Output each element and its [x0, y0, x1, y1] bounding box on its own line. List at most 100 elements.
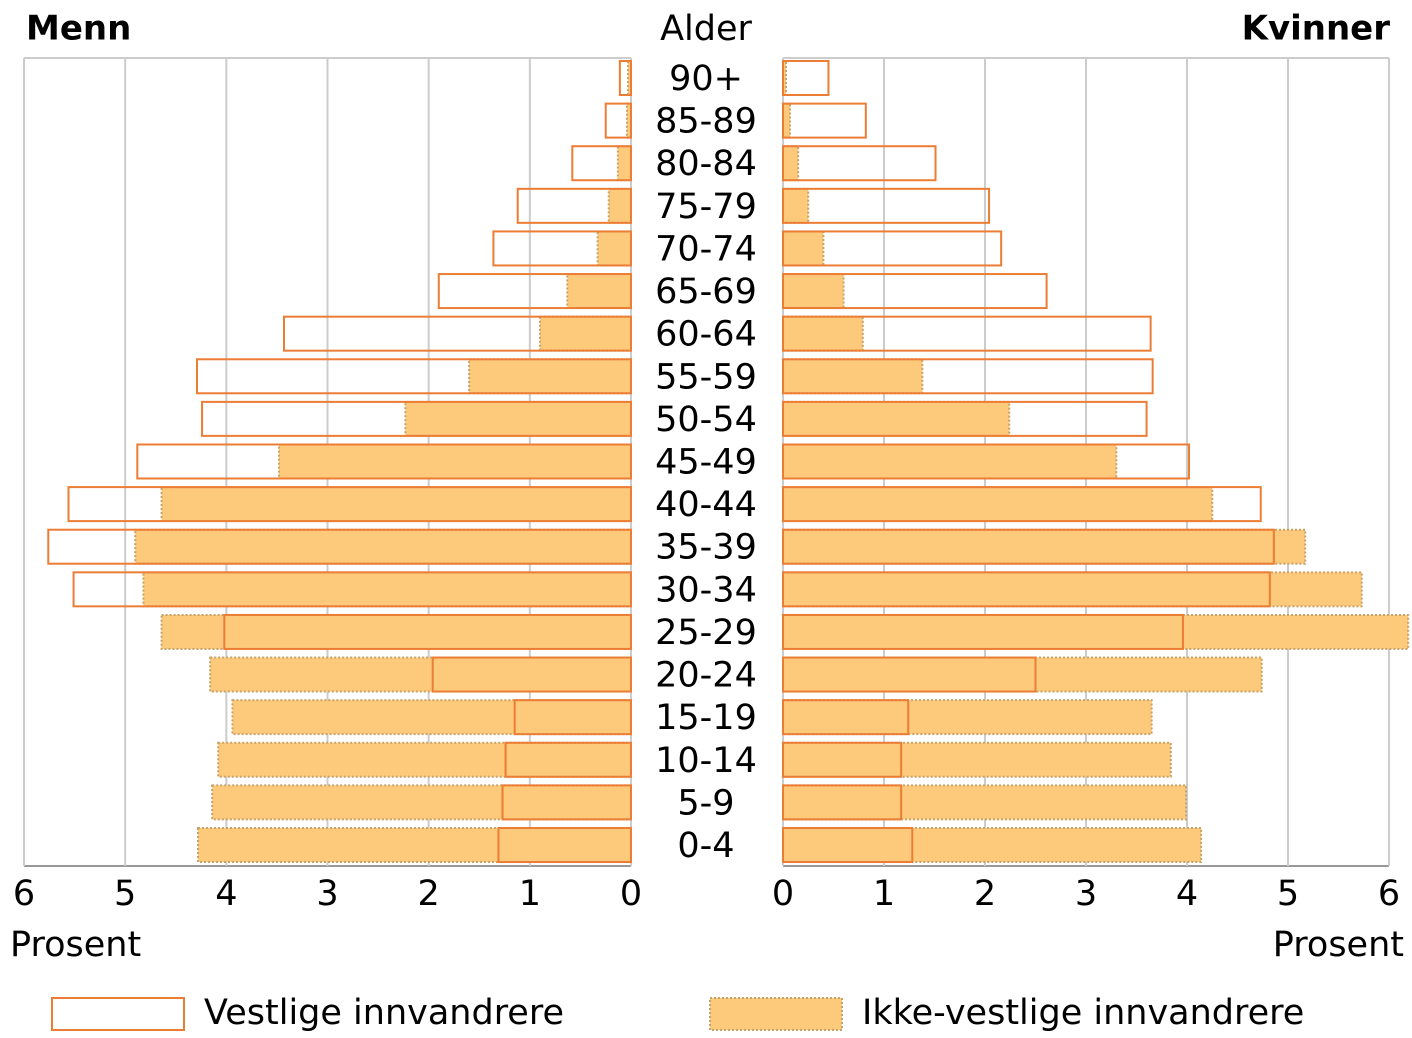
- category-label: Alder: [660, 9, 752, 49]
- bar: [616, 145, 632, 182]
- bar: [782, 741, 903, 778]
- category-label: 45-49: [655, 443, 757, 483]
- category-label: 90+: [669, 59, 743, 99]
- bar: [497, 827, 633, 863]
- bar: [223, 613, 632, 650]
- bar: [501, 784, 633, 821]
- category-label: 0-4: [677, 826, 734, 866]
- x-label: Prosent: [1273, 925, 1404, 965]
- category-label: 65-69: [655, 272, 757, 312]
- bar: [468, 358, 632, 395]
- bar: [231, 699, 633, 736]
- bar: [782, 315, 864, 352]
- x-tick-label: 1: [519, 874, 541, 914]
- category-label: 85-89: [655, 102, 757, 142]
- bar: [782, 315, 1152, 352]
- category-label: 55-59: [655, 357, 757, 397]
- bar: [782, 400, 1011, 437]
- bar: [72, 571, 633, 608]
- bar: [142, 571, 632, 608]
- bar: [782, 60, 830, 96]
- bar: [782, 230, 825, 267]
- bar: [782, 273, 1048, 310]
- category-label: 30-34: [655, 570, 757, 610]
- bar: [492, 230, 632, 267]
- category-label: 10-14: [655, 741, 757, 781]
- bar: [782, 230, 1003, 267]
- bar: [516, 187, 633, 224]
- x-tick-label: 5: [1277, 874, 1299, 914]
- bar: [782, 358, 924, 395]
- bar: [504, 741, 633, 778]
- x-tick-label: 4: [1176, 874, 1198, 914]
- bar: [782, 528, 1275, 565]
- category-label: 40-44: [655, 485, 757, 525]
- bar: [217, 741, 633, 778]
- bar: [195, 358, 632, 395]
- bar: [782, 656, 1037, 693]
- category-label: 60-64: [655, 315, 757, 355]
- bar: [134, 528, 633, 565]
- bar: [160, 613, 632, 650]
- x-tick-label: 0: [772, 874, 794, 914]
- bar: [282, 315, 632, 352]
- bar: [404, 400, 633, 437]
- bar: [782, 400, 1148, 437]
- legend-label: Ikke-vestlige innvandrere: [862, 993, 1304, 1033]
- bar: [431, 656, 633, 693]
- bar: [782, 486, 1262, 523]
- bar: [782, 443, 1118, 480]
- bar: [782, 571, 1271, 608]
- bar: [782, 571, 1363, 608]
- bar: [782, 273, 845, 310]
- bar: [782, 102, 792, 139]
- legend-swatch: [709, 997, 843, 1031]
- bar: [513, 699, 632, 736]
- bar: [782, 784, 903, 821]
- bar: [782, 145, 800, 182]
- bar: [782, 741, 1172, 778]
- bar: [782, 656, 1263, 693]
- category-label: 5-9: [677, 783, 734, 823]
- bar: [277, 443, 632, 480]
- bar: [782, 827, 914, 863]
- bar: [197, 827, 633, 863]
- x-tick-label: 1: [873, 874, 895, 914]
- bar: [211, 784, 632, 821]
- x-tick-label: 4: [215, 874, 237, 914]
- bar: [604, 102, 632, 139]
- bar: [782, 699, 910, 736]
- bar: [571, 145, 632, 182]
- bar: [782, 827, 1203, 863]
- bar: [782, 784, 1187, 821]
- x-tick-label: 3: [1075, 874, 1097, 914]
- category-label: 80-84: [655, 144, 757, 184]
- bar: [607, 187, 633, 224]
- bar: [782, 187, 810, 224]
- x-label: Prosent: [10, 925, 141, 965]
- bar: [782, 486, 1214, 523]
- x-tick-label: 6: [13, 874, 35, 914]
- bar: [566, 273, 633, 310]
- bar: [201, 400, 632, 437]
- x-tick-label: 5: [114, 874, 136, 914]
- bar: [618, 60, 632, 96]
- bar: [67, 486, 633, 523]
- left-title: Menn: [26, 9, 131, 49]
- bar: [782, 613, 1184, 650]
- x-tick-label: 2: [974, 874, 996, 914]
- bar: [437, 273, 632, 310]
- x-tick-label: 3: [316, 874, 338, 914]
- bar: [596, 230, 632, 267]
- x-tick-label: 2: [418, 874, 440, 914]
- category-label: 20-24: [655, 656, 757, 696]
- bar: [538, 315, 633, 352]
- x-tick-label: 6: [1378, 874, 1400, 914]
- bar: [782, 443, 1191, 480]
- bar: [136, 443, 632, 480]
- category-label: 70-74: [655, 229, 757, 269]
- category-label: 50-54: [655, 400, 757, 440]
- x-tick-label: 0: [620, 874, 642, 914]
- bar: [782, 699, 1153, 736]
